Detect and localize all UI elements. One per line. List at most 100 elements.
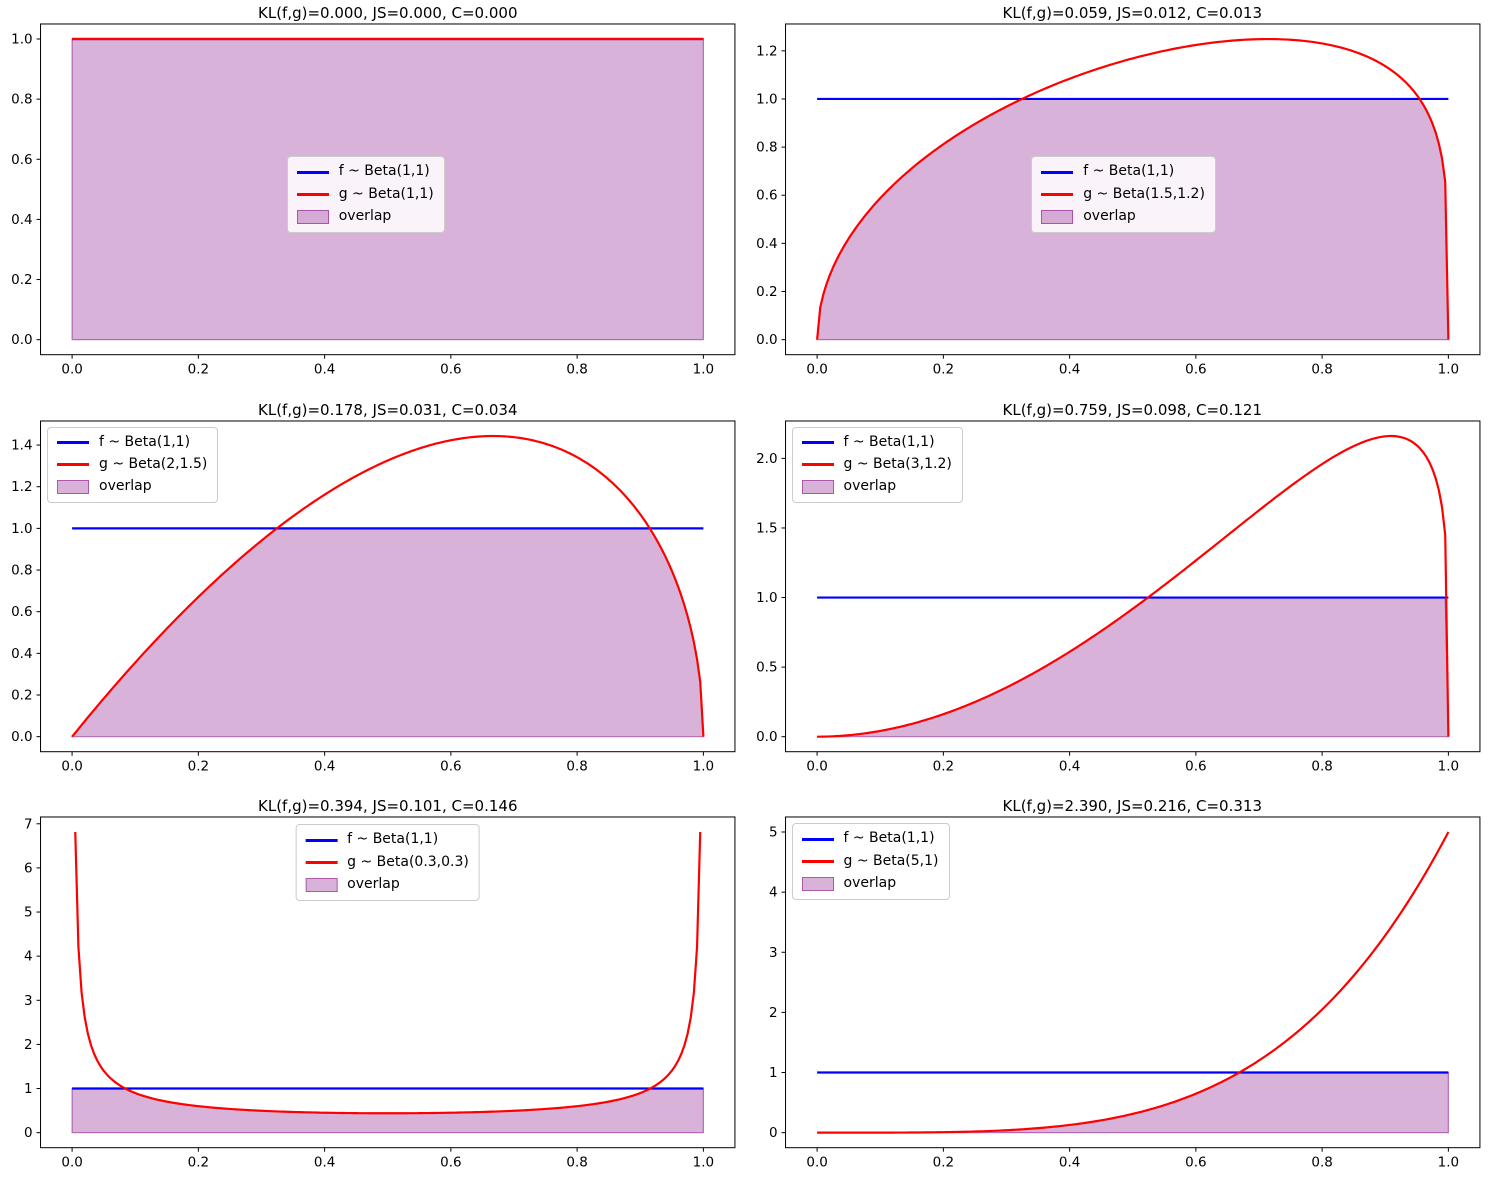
y-tick-label: 0.2	[11, 272, 32, 288]
legend-entry-f: f ~ Beta(1,1)	[296, 163, 434, 179]
x-tick-label: 1.0	[693, 362, 714, 378]
subplot-6: 0.0 0.2 0.4 0.6 0.8 1.0 0 1 2 3 4 5 KL(f,g)=2.390, …	[744, 793, 1489, 1190]
legend-line-g-icon	[801, 463, 834, 467]
y-tick-label: 0.0	[756, 332, 777, 348]
legend-line-g-icon	[801, 859, 834, 863]
y-tick-label: 0	[768, 1125, 777, 1141]
y-tick-label: 3	[768, 945, 777, 961]
legend-label-overlap: overlap	[843, 478, 897, 495]
legend-label-g: g ~ Beta(2,1.5)	[99, 456, 208, 473]
y-tick-label: 1.0	[11, 32, 32, 48]
subplot-5: 0.0 0.2 0.4 0.6 0.8 1.0 0 1 2 3 4 5 6 7 KL(f,g)=0.394…	[0, 793, 745, 1190]
legend-label-overlap: overlap	[843, 875, 897, 892]
y-tick-label: 3	[24, 993, 33, 1009]
plot-canvas: 0.0 0.2 0.4 0.6 0.8 1.0 0.0 0.2 0.4 0.6 0.8 1.0 1.2	[745, 0, 1489, 397]
y-tick-label: 2	[768, 1005, 777, 1021]
legend: f ~ Beta(1,1) g ~ Beta(2,1.5) overlap	[47, 426, 219, 503]
x-tick-label: 0.0	[61, 362, 82, 378]
x-tick-label: 0.8	[566, 1155, 587, 1171]
y-tick-label: 1	[24, 1081, 33, 1097]
legend-line-f-icon	[305, 838, 338, 842]
legend-line-f-icon	[1041, 170, 1074, 174]
legend-entry-g: g ~ Beta(2,1.5)	[57, 456, 208, 473]
x-tick-label: 0.8	[566, 758, 587, 774]
axes-spines	[784, 23, 1480, 356]
y-tick-label: 2	[24, 1037, 33, 1053]
y-tick-label: 0.4	[11, 646, 32, 662]
x-tick-label: 0.2	[188, 758, 209, 774]
legend-entry-f: f ~ Beta(1,1)	[305, 831, 469, 847]
subplot-1: 0.0 0.2 0.4 0.6 0.8 1.0 0.0 0.2 0.4 0.6 0.8 1.0 KL(…	[0, 0, 745, 397]
legend: f ~ Beta(1,1) g ~ Beta(1.5,1.2) overlap	[1031, 156, 1216, 233]
y-tick-label: 0.4	[756, 236, 777, 252]
legend-entry-f: f ~ Beta(1,1)	[801, 433, 952, 450]
subplot-2: 0.0 0.2 0.4 0.6 0.8 1.0 0.0 0.2 0.4 0.6 0.8 1.0 1.2 …	[744, 0, 1489, 397]
x-tick-label: 0.8	[566, 362, 587, 378]
legend-line-f-icon	[57, 440, 89, 444]
x-tick-label: 0.2	[188, 1155, 209, 1171]
x-tick-label: 0.2	[932, 758, 953, 774]
legend-entry-overlap: overlap	[801, 875, 939, 892]
legend-label-overlap: overlap	[347, 876, 400, 893]
legend-label-f: f ~ Beta(1,1)	[843, 830, 935, 847]
y-tick-label: 4	[24, 949, 33, 965]
x-tick-label: 0.0	[806, 362, 827, 378]
legend: f ~ Beta(1,1) g ~ Beta(0.3,0.3) overlap	[295, 824, 480, 901]
legend-entry-overlap: overlap	[57, 479, 207, 494]
y-tick-label: 0.2	[11, 687, 32, 703]
axes-spines	[40, 420, 736, 752]
legend-label-overlap: overlap	[338, 208, 392, 225]
y-tick-label: 0.0	[11, 729, 32, 745]
plot-title: KL(f,g)=0.000, JS=0.000, C=0.000	[258, 4, 518, 22]
legend-label-g: g ~ Beta(1,1)	[338, 185, 434, 202]
legend-label-overlap: overlap	[99, 478, 152, 495]
y-tick-label: 5	[24, 905, 33, 921]
y-tick-label: 0	[24, 1125, 33, 1141]
y-tick-label: 0.8	[11, 92, 32, 108]
legend-entry-g: g ~ Beta(5,1)	[801, 852, 939, 869]
g-curve	[816, 831, 1449, 1135]
plot-title: KL(f,g)=0.394, JS=0.101, C=0.146	[258, 797, 518, 816]
y-tick-label: 5	[768, 825, 777, 841]
x-tick-label: 0.2	[932, 362, 953, 378]
y-tick-label: 2.0	[756, 451, 777, 467]
x-tick-label: 0.4	[1058, 362, 1079, 378]
y-tick-label: 7	[24, 817, 33, 833]
x-tick-label: 0.2	[932, 1155, 953, 1171]
legend-entry-overlap: overlap	[296, 208, 434, 225]
y-tick-label: 0.6	[11, 604, 32, 620]
legend-patch-overlap-icon	[296, 209, 329, 224]
y-tick-label: 0.0	[11, 332, 32, 348]
legend-entry-g: g ~ Beta(1,1)	[296, 185, 434, 202]
x-tick-label: 0.6	[1185, 1155, 1206, 1171]
legend-line-g-icon	[296, 192, 329, 196]
g-curve	[815, 37, 1449, 340]
x-tick-label: 0.6	[440, 1155, 461, 1171]
legend-patch-overlap-icon	[1041, 209, 1074, 224]
x-tick-label: 0.4	[314, 1155, 335, 1171]
plot-title: KL(f,g)=0.759, JS=0.098, C=0.121	[1002, 400, 1263, 419]
legend-patch-overlap-icon	[801, 876, 834, 891]
y-tick-label: 0.0	[756, 729, 777, 745]
legend-line-g-icon	[57, 463, 89, 467]
y-tick-label: 0.5	[756, 659, 777, 675]
legend-label-f: f ~ Beta(1,1)	[843, 433, 935, 450]
legend-line-f-icon	[801, 440, 834, 444]
x-tick-label: 0.0	[806, 1155, 827, 1171]
y-tick-label: 1.0	[756, 590, 777, 606]
x-tick-label: 0.6	[440, 758, 461, 774]
legend: f ~ Beta(1,1) g ~ Beta(3,1.2) overlap	[791, 426, 963, 503]
y-tick-label: 1	[768, 1065, 777, 1081]
x-tick-label: 0.8	[1311, 758, 1332, 774]
y-tick-label: 0.6	[756, 188, 777, 204]
y-tick-label: 4	[768, 885, 777, 901]
legend-label-g: g ~ Beta(5,1)	[843, 852, 939, 869]
y-tick-label: 0.2	[756, 284, 777, 300]
g-curve	[74, 832, 702, 1115]
plot-title: KL(f,g)=0.178, JS=0.031, C=0.034	[258, 400, 518, 419]
y-tick-label: 1.0	[756, 91, 777, 107]
legend-label-f: f ~ Beta(1,1)	[1083, 163, 1175, 180]
g-curve	[71, 434, 705, 738]
axes-spines	[784, 420, 1480, 752]
